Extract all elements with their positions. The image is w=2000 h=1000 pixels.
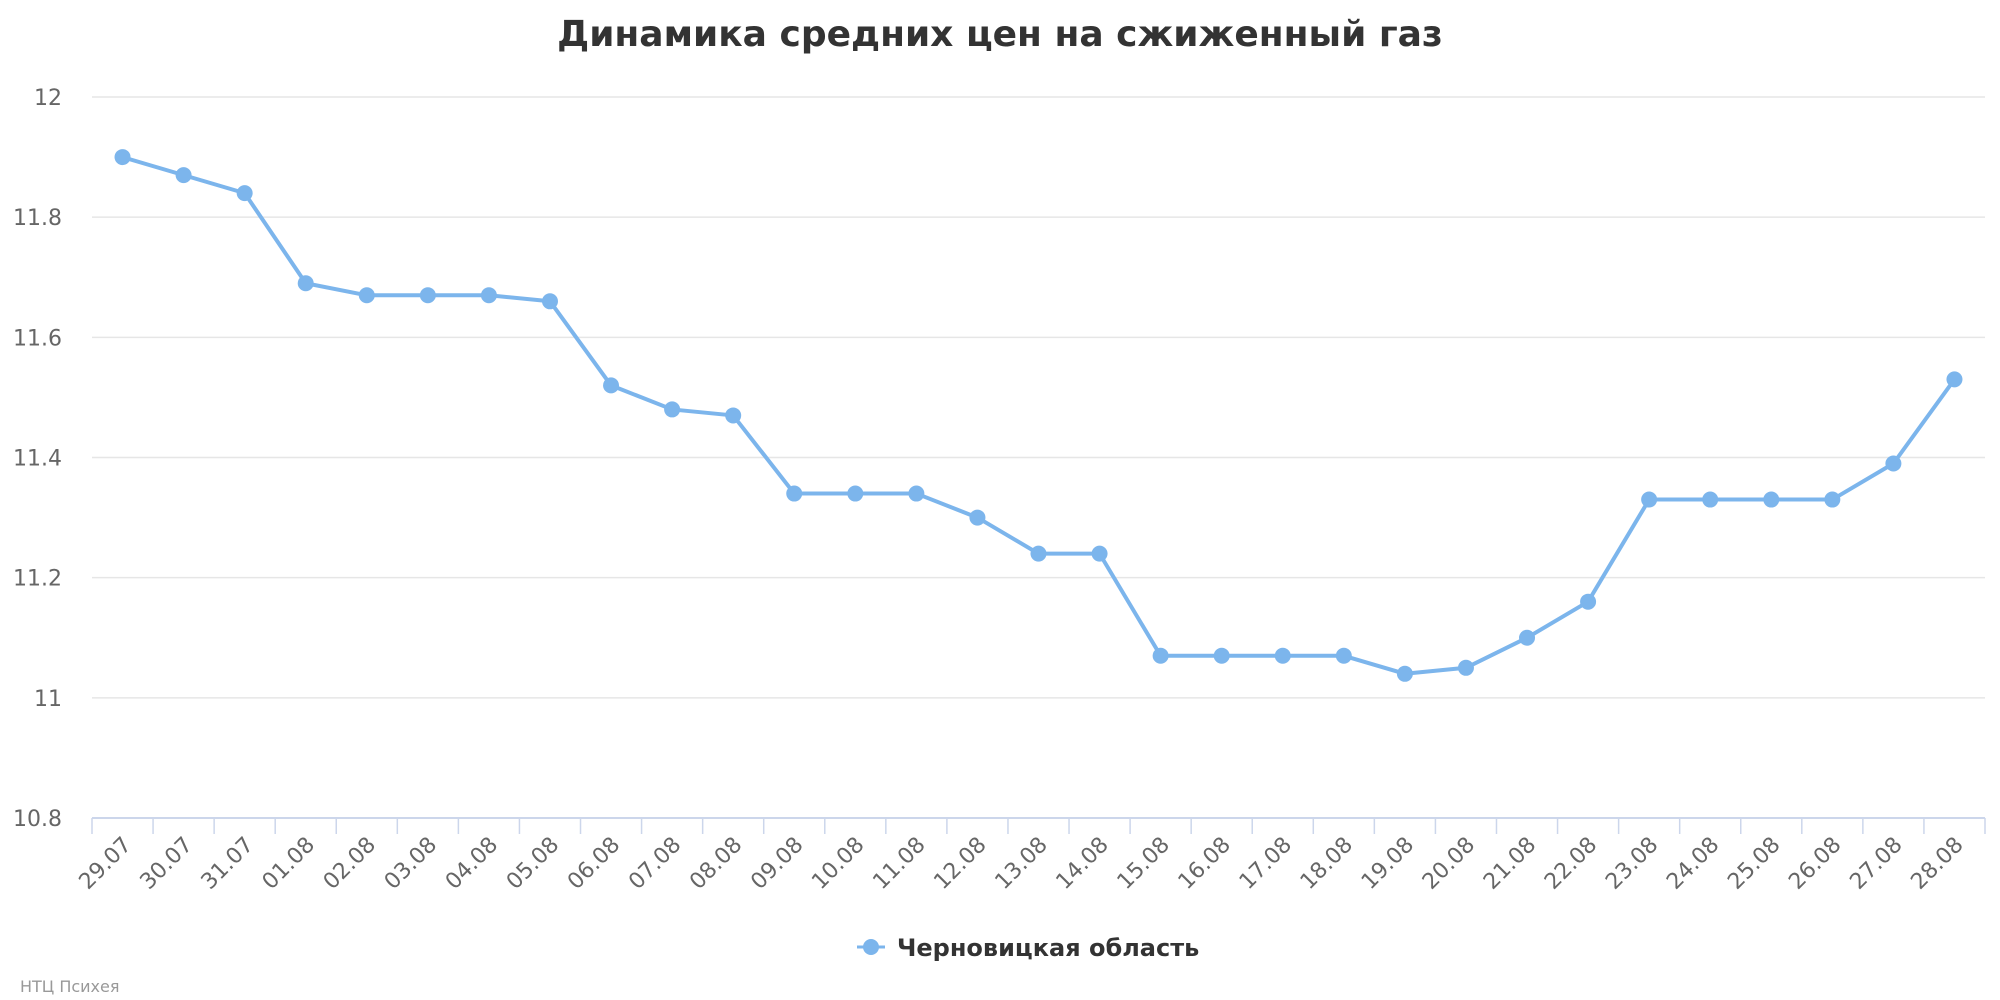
- data-point: [969, 509, 986, 526]
- x-tick-label: 19.08: [1357, 833, 1419, 895]
- x-tick-label: 28.08: [1906, 833, 1968, 895]
- gridlines: [92, 96, 1985, 699]
- x-tick-label: 02.08: [319, 833, 381, 895]
- x-tick-label: 12.08: [929, 833, 991, 895]
- x-tick-label: 09.08: [746, 833, 808, 895]
- data-point: [358, 287, 375, 304]
- data-point: [847, 485, 864, 502]
- data-point: [114, 149, 131, 166]
- data-point: [1396, 665, 1413, 682]
- data-point: [419, 287, 436, 304]
- x-tick-label: 30.07: [136, 833, 198, 895]
- x-tick-label: 23.08: [1601, 833, 1663, 895]
- x-tick-label: 26.08: [1784, 833, 1846, 895]
- y-tick-label: 12: [34, 86, 62, 111]
- x-tick-label: 10.08: [807, 833, 869, 895]
- data-point: [664, 401, 681, 418]
- data-point: [1091, 545, 1108, 562]
- legend-dot-marker: [863, 939, 879, 955]
- data-point: [1702, 491, 1719, 508]
- y-tick-label: 11.2: [13, 567, 62, 592]
- data-point: [603, 377, 620, 394]
- x-tick-label: 29.07: [75, 833, 137, 895]
- data-point: [1457, 659, 1474, 676]
- x-tick-label: 21.08: [1479, 833, 1541, 895]
- x-tick-label: 15.08: [1113, 833, 1175, 895]
- x-tick-label: 08.08: [685, 833, 747, 895]
- legend-label: Черновицкая область: [897, 934, 1199, 962]
- data-point: [1641, 491, 1658, 508]
- legend[interactable]: Черновицкая область: [857, 934, 1199, 962]
- x-tick-label: 11.08: [868, 833, 930, 895]
- x-tick-label: 24.08: [1662, 833, 1724, 895]
- data-point: [908, 485, 925, 502]
- x-tick-label: 31.07: [197, 833, 259, 895]
- data-point: [1885, 455, 1902, 472]
- data-point: [725, 407, 742, 424]
- x-tick-label: 06.08: [563, 833, 625, 895]
- y-tick-label: 11.4: [13, 447, 62, 472]
- x-tick-label: 14.08: [1052, 833, 1114, 895]
- x-axis: 29.0730.0731.0701.0802.0803.0804.0805.08…: [75, 817, 1986, 895]
- y-tick-label: 11.8: [13, 206, 62, 231]
- y-tick-label: 10.8: [13, 807, 62, 832]
- x-tick-label: 04.08: [441, 833, 503, 895]
- data-point: [1152, 647, 1169, 664]
- data-point: [786, 485, 803, 502]
- chart-title: Динамика средних цен на сжиженный газ: [557, 14, 1443, 55]
- data-point: [1763, 491, 1780, 508]
- data-point: [1213, 647, 1230, 664]
- data-point: [1335, 647, 1352, 664]
- data-point: [1946, 371, 1963, 388]
- x-tick-label: 01.08: [258, 833, 320, 895]
- credit-text: НТЦ Психея: [20, 977, 119, 996]
- y-tick-label: 11: [34, 687, 62, 712]
- x-tick-label: 07.08: [624, 833, 686, 895]
- x-tick-label: 13.08: [991, 833, 1053, 895]
- data-point: [541, 293, 558, 310]
- x-tick-label: 18.08: [1296, 833, 1358, 895]
- data-point: [480, 287, 497, 304]
- x-tick-label: 20.08: [1418, 833, 1480, 895]
- x-tick-label: 17.08: [1235, 833, 1297, 895]
- x-tick-label: 03.08: [380, 833, 442, 895]
- data-point: [1274, 647, 1291, 664]
- series-line: [120, 155, 1957, 676]
- x-tick-label: 27.08: [1845, 833, 1907, 895]
- data-point: [1030, 545, 1047, 562]
- x-tick-label: 05.08: [502, 833, 564, 895]
- data-point: [297, 275, 314, 292]
- series-cherniveckaya: [114, 149, 1963, 682]
- data-point: [236, 185, 253, 202]
- x-tick-label: 22.08: [1540, 833, 1602, 895]
- x-tick-label: 25.08: [1723, 833, 1785, 895]
- x-tick-label: 16.08: [1174, 833, 1236, 895]
- data-point: [1580, 593, 1597, 610]
- data-point: [175, 167, 192, 184]
- data-point: [1519, 629, 1536, 646]
- data-point: [1824, 491, 1841, 508]
- y-tick-label: 11.6: [13, 326, 62, 351]
- y-axis: 10.8 11 11.2 11.4 11.6 11.8 12: [13, 86, 62, 832]
